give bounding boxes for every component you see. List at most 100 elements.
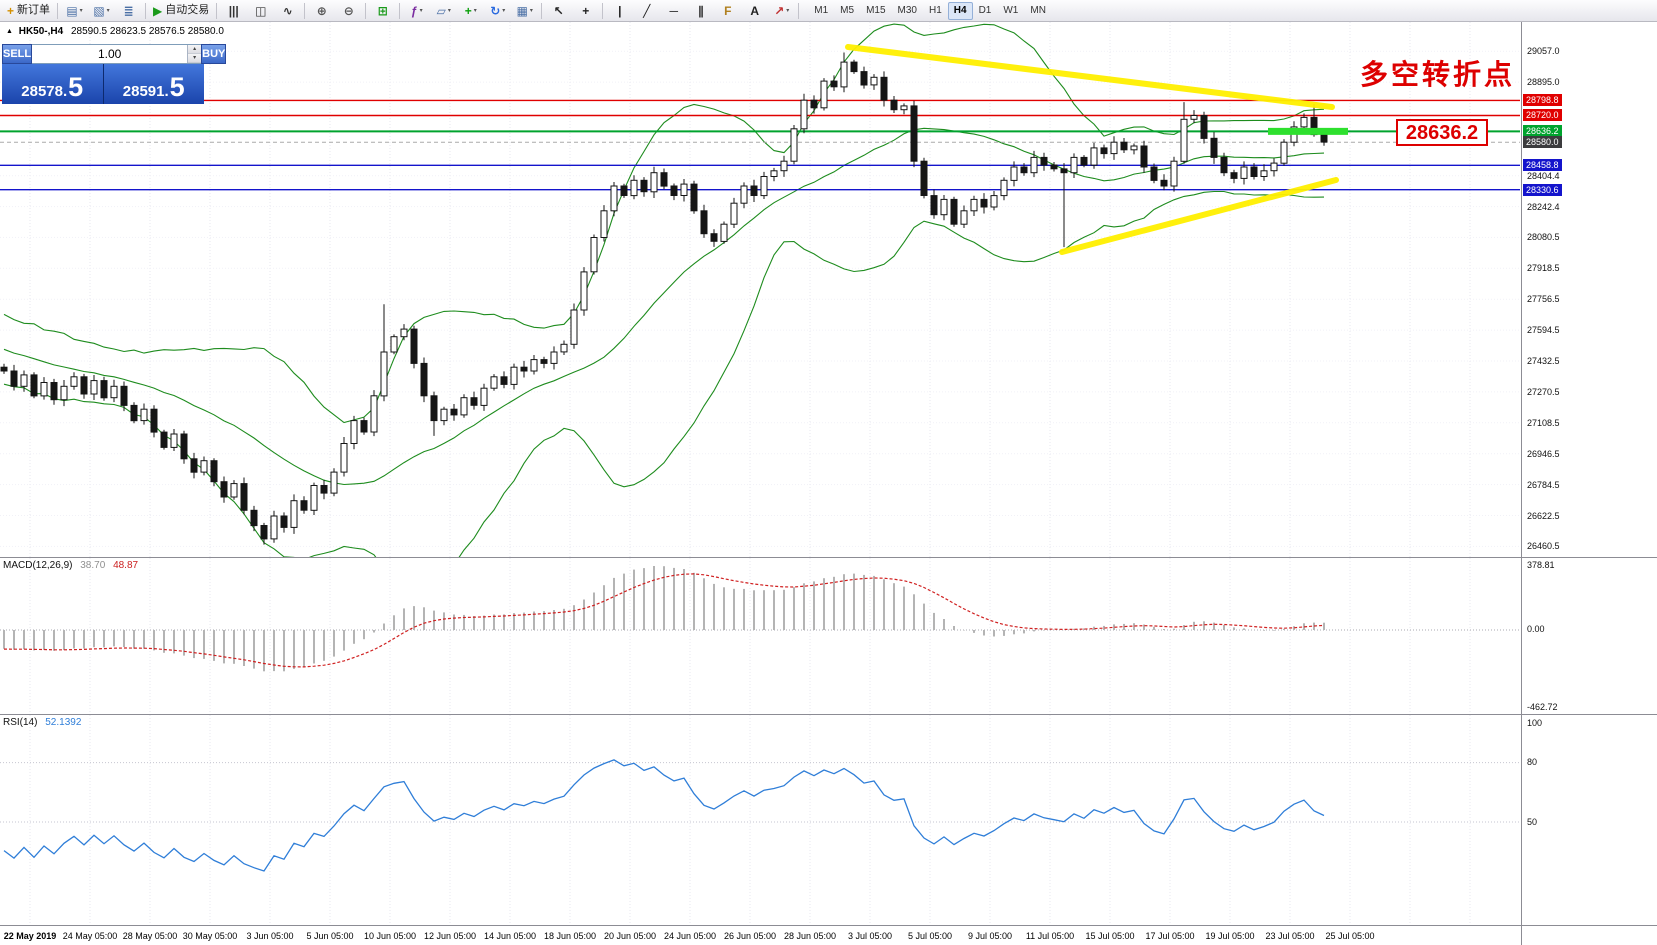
- cursor-icon: ↖: [553, 3, 564, 18]
- toolbar-separator: [216, 2, 218, 19]
- cursor-button[interactable]: ↖: [546, 0, 571, 21]
- tile-windows-button[interactable]: ⊞: [370, 0, 395, 21]
- templates-button[interactable]: ▦ ▾: [512, 0, 537, 21]
- timeframe-m1[interactable]: M1: [814, 4, 829, 16]
- new-chart-button[interactable]: ▤ ▾: [62, 0, 87, 21]
- toolbar-separator: [57, 2, 59, 19]
- price-axis[interactable]: 378.81 0.00 -462.72 100 80 50 29057.0 288…: [1521, 0, 1657, 945]
- text-button[interactable]: A: [742, 0, 767, 21]
- sell-price-button[interactable]: 28578 . 5: [2, 64, 104, 104]
- timeframe-mn[interactable]: MN: [1030, 4, 1046, 16]
- period-button[interactable]: ↻ ▾: [485, 0, 510, 21]
- time-axis-label: 17 Jul 05:00: [1145, 931, 1195, 941]
- period-icon: ↻: [490, 3, 501, 18]
- timeframe-m15[interactable]: M15: [866, 4, 886, 16]
- timeframe-group: M1 M5 M15 M30 H1 H4 D1 W1 MN: [808, 1, 1052, 20]
- line-chart-button[interactable]: ∿: [275, 0, 300, 21]
- sell-price-point: .: [63, 83, 68, 100]
- equidistant-channel-button[interactable]: ∥: [688, 0, 713, 21]
- objects-button[interactable]: ▱ ▾: [431, 0, 456, 21]
- horizontal-lines: [0, 99, 1520, 191]
- dropdown-caret-icon: ▾: [79, 7, 83, 14]
- price-axis-label: 29057.0: [1527, 46, 1560, 57]
- macd-signal-line: [3, 573, 1325, 668]
- vertical-line-button[interactable]: |: [607, 0, 632, 21]
- timeframe-d1[interactable]: D1: [978, 4, 992, 16]
- trendline-icon: ╱: [643, 3, 651, 18]
- line-chart-icon: ∿: [282, 3, 293, 18]
- arrows-icon: ↗: [774, 3, 785, 18]
- equidistant-channel-icon: ∥: [697, 3, 704, 18]
- time-axis-label: 5 Jun 05:00: [306, 931, 354, 941]
- volume-spinner: ▴ ▾: [187, 45, 202, 63]
- templates-icon: ▦: [516, 3, 528, 18]
- timeframe-h4[interactable]: H4: [947, 1, 973, 20]
- volume-decrease-button[interactable]: ▾: [188, 54, 202, 63]
- buy-price-main: 28591: [122, 83, 165, 100]
- time-axis-label: 30 May 05:00: [182, 931, 238, 941]
- new-order-button[interactable]: + 新订单: [4, 0, 53, 21]
- fibonacci-button[interactable]: F: [715, 0, 740, 21]
- toolbar-separator: [399, 2, 401, 19]
- toolbar-separator: [365, 2, 367, 19]
- bar-chart-button[interactable]: |||: [221, 0, 246, 21]
- trendline-button[interactable]: ╱: [634, 0, 659, 21]
- timeframe-h1[interactable]: H1: [928, 4, 942, 16]
- bollinger-bands: [3, 23, 1325, 557]
- pane-separator[interactable]: [0, 714, 1657, 715]
- objects-icon: ▱: [436, 3, 446, 18]
- arrows-button[interactable]: ↗ ▾: [769, 0, 794, 21]
- grid: [29, 558, 1471, 714]
- time-axis-label: 11 Jul 05:00: [1025, 931, 1075, 941]
- time-axis-label: 14 Jun 05:00: [483, 931, 537, 941]
- buy-price-button[interactable]: 28591 . 5: [103, 64, 204, 104]
- price-axis-label: 26622.5: [1527, 510, 1560, 521]
- macd-pane[interactable]: [0, 558, 1521, 714]
- dropdown-caret-icon: ▾: [447, 7, 451, 14]
- macd-value: 38.70: [80, 560, 106, 571]
- sell-button[interactable]: SELL: [2, 44, 33, 64]
- auto-trading-icon: ▶: [153, 3, 163, 18]
- time-axis-label: 10 Jun 05:00: [363, 931, 417, 941]
- data-window-button[interactable]: ≣: [116, 0, 141, 21]
- toolbar-separator: [541, 2, 543, 19]
- pane-separator[interactable]: [0, 925, 1657, 926]
- price-axis-label: 27270.5: [1527, 386, 1560, 397]
- horizontal-line-button[interactable]: ─: [661, 0, 686, 21]
- add-indicator-button[interactable]: + ▾: [458, 0, 483, 21]
- time-axis-label: 18 Jun 05:00: [543, 931, 597, 941]
- price-axis-tag-red: 28798.8: [1523, 94, 1562, 107]
- pane-separator[interactable]: [0, 557, 1657, 558]
- price-axis-tag-blue: 28458.8: [1523, 159, 1562, 172]
- rsi-axis-80: 80: [1527, 757, 1538, 767]
- toolbar-separator: [798, 2, 800, 19]
- rsi-pane[interactable]: [0, 715, 1521, 925]
- price-axis-label: 28242.4: [1527, 201, 1560, 212]
- volume-input[interactable]: [32, 45, 188, 63]
- grid-horizontal: [0, 50, 1520, 547]
- dropdown-caret-icon: ▾: [529, 7, 533, 14]
- profiles-button[interactable]: ▧ ▾: [89, 0, 114, 21]
- volume-increase-button[interactable]: ▴: [188, 45, 202, 54]
- time-axis-label: 19 Jul 05:00: [1205, 931, 1255, 941]
- indicators-button[interactable]: ƒ ▾: [404, 0, 429, 21]
- dropdown-caret-icon: ▾: [473, 7, 477, 14]
- timeframe-m5[interactable]: M5: [840, 4, 855, 16]
- main-chart[interactable]: [0, 22, 1521, 557]
- price-axis-label: 27756.5: [1527, 294, 1560, 305]
- candlestick-chart-button[interactable]: ◫: [248, 0, 273, 21]
- data-window-icon: ≣: [123, 3, 134, 18]
- crosshair-button[interactable]: +: [573, 0, 598, 21]
- timeframe-m30[interactable]: M30: [897, 4, 917, 16]
- rsi-value: 52.1392: [45, 717, 82, 728]
- zoom-in-button[interactable]: ⊕: [309, 0, 334, 21]
- grid: [29, 22, 1471, 557]
- buy-button[interactable]: BUY: [201, 44, 227, 64]
- time-axis[interactable]: 22 May 2019 24 May 05:00 28 May 05:00 30 Ma…: [0, 927, 1521, 945]
- timeframe-w1[interactable]: W1: [1003, 4, 1019, 16]
- auto-trading-button[interactable]: ▶ 自动交易: [150, 0, 212, 21]
- price-axis-label: 27918.5: [1527, 263, 1560, 274]
- zoom-out-button[interactable]: ⊖: [336, 0, 361, 21]
- buy-price-frac: 5: [169, 72, 185, 103]
- toolbar-separator: [145, 2, 147, 19]
